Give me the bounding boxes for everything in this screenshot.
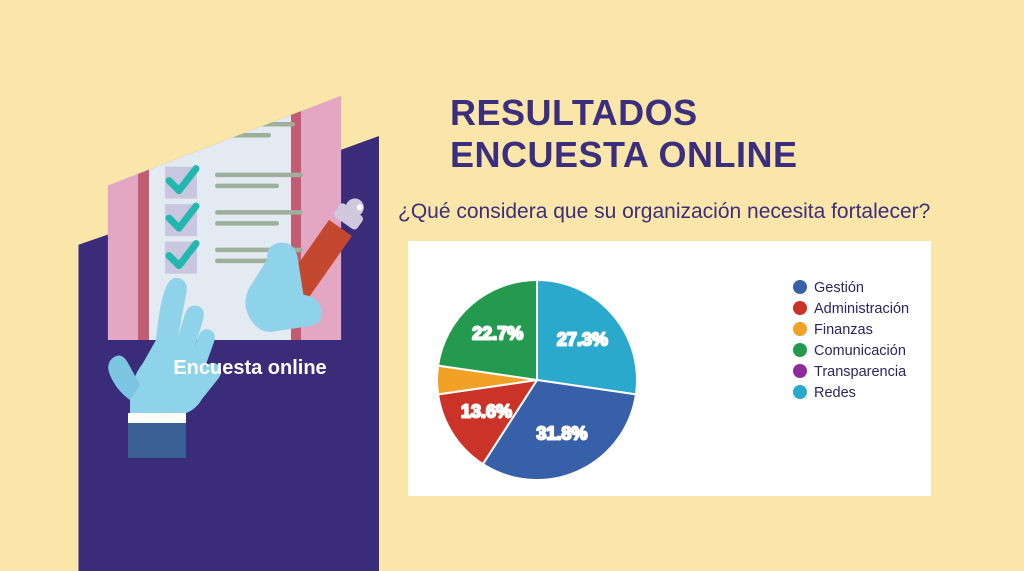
svg-text:31.8%: 31.8% — [536, 424, 587, 444]
svg-text:Gestión: Gestión — [814, 280, 864, 296]
svg-text:Transparencia: Transparencia — [814, 364, 907, 380]
svg-text:Administración: Administración — [814, 301, 909, 317]
svg-text:Finanzas: Finanzas — [814, 322, 873, 338]
svg-text:22.7%: 22.7% — [472, 324, 523, 344]
svg-text:Redes: Redes — [814, 385, 856, 401]
svg-text:Comunicación: Comunicación — [814, 343, 906, 359]
svg-text:13.6%: 13.6% — [461, 402, 512, 422]
svg-text:27.3%: 27.3% — [557, 330, 608, 350]
